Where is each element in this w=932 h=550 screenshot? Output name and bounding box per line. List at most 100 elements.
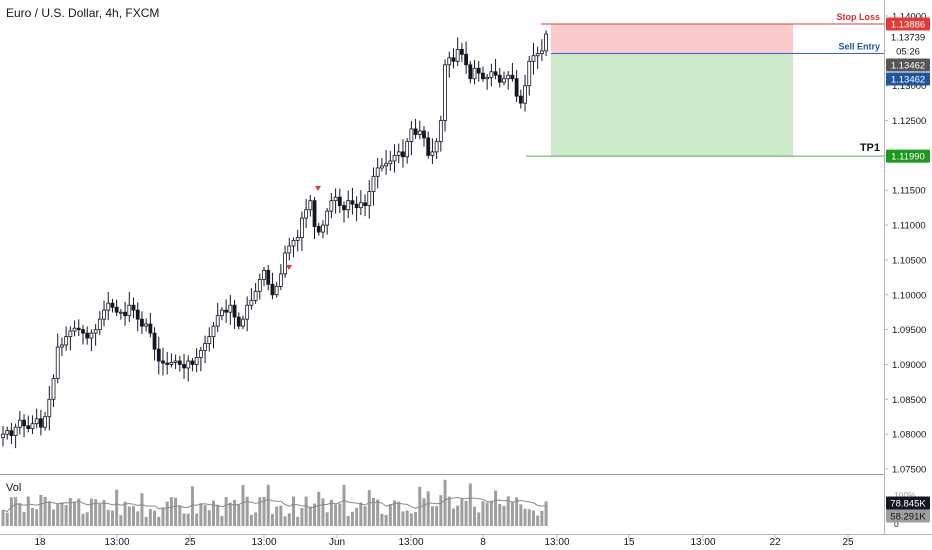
candle-down [224, 309, 229, 313]
time-tick-label: 13:00 [398, 537, 423, 548]
stop-loss-zone [551, 23, 793, 54]
volume-bar [460, 497, 464, 526]
volume-bar [60, 502, 64, 526]
time-tick-label: 13:00 [690, 537, 715, 548]
candle-down [236, 316, 241, 327]
volume-bar [35, 509, 39, 526]
volume-bar [451, 508, 455, 526]
candle-up [417, 130, 422, 135]
volume-bar [342, 484, 346, 526]
time-tick-label: 8 [480, 537, 486, 548]
candle-down [140, 318, 144, 327]
candle-down [514, 78, 519, 97]
volume-bar [329, 499, 333, 526]
candle-up [384, 163, 389, 167]
candle-up [17, 419, 22, 428]
candle-up [367, 191, 372, 206]
candle-up [455, 49, 460, 62]
volume-label: Vol [6, 482, 22, 494]
volume-bar [275, 506, 279, 526]
take-profit-zone [551, 53, 793, 157]
candle-up [295, 237, 300, 241]
volume-bar [89, 498, 93, 526]
candle-up [287, 245, 292, 254]
volume-bar [26, 496, 30, 526]
volume-bar [178, 505, 182, 526]
volume-bar [241, 485, 245, 526]
candle-up [396, 151, 401, 156]
volume-bar [56, 503, 60, 526]
candle-up [274, 286, 279, 296]
candle-down [148, 323, 153, 334]
volume-bar [334, 504, 338, 526]
volume-bar [123, 501, 127, 526]
candle-down [497, 74, 502, 83]
volume-bar [144, 516, 148, 526]
price-tick-label: 1.10000 [892, 290, 926, 301]
volume-badge: 78.845K [886, 496, 930, 510]
tp-price-badge-text: 1.11990 [891, 152, 925, 163]
volume-bar [325, 512, 329, 526]
volume-bar [321, 498, 325, 526]
candle-up [375, 167, 380, 177]
close-price-badge: 1.13462 [886, 58, 930, 72]
sell-entry-label: Sell Entry [838, 41, 880, 51]
price-tick-label: 1.07500 [892, 465, 926, 476]
candle-up [447, 57, 452, 66]
candle-down [401, 151, 405, 158]
candle-up [333, 196, 338, 202]
volume-bar [498, 503, 502, 526]
candle-down [451, 57, 456, 62]
volume-bar [338, 503, 342, 526]
volume-bar [47, 501, 51, 526]
volume-bar [77, 498, 81, 526]
volume-bar [435, 506, 439, 526]
volume-bar [355, 507, 359, 526]
volume-bar [174, 497, 178, 526]
volume-bar [468, 483, 472, 526]
volume-bar [536, 515, 540, 526]
volume-bar [523, 508, 527, 526]
volume-bar [447, 496, 451, 526]
volume-bar [9, 497, 13, 526]
candle-up [97, 318, 102, 331]
candle-down [342, 205, 346, 211]
candle-up [325, 210, 330, 226]
candle-up [544, 33, 548, 52]
volume-bar [544, 501, 548, 526]
volume-bar [14, 497, 18, 526]
candle-up [203, 343, 207, 351]
position-zones [551, 23, 793, 157]
volume-bar [464, 500, 468, 526]
candle-up [304, 209, 309, 219]
candle-down [177, 360, 182, 365]
candle-down [114, 306, 119, 313]
volume-bar [376, 499, 380, 526]
volume-bar [245, 496, 249, 526]
volume-bar [439, 495, 443, 526]
candle-down [161, 360, 165, 364]
time-tick-label: 18 [34, 537, 46, 548]
candle-up [1, 433, 5, 439]
price-tick-label: 1.14000 [892, 12, 926, 23]
candle-down [464, 53, 469, 66]
candle-up [228, 304, 233, 313]
volume-ma-badge-box [886, 509, 930, 523]
candle-up [194, 357, 199, 365]
volume-bar [510, 501, 514, 526]
volume-bar [195, 513, 199, 526]
candle-down [110, 302, 115, 308]
volume-bar [473, 506, 477, 526]
entry-price-badge: 1.13462 [886, 72, 930, 86]
candle-up [249, 299, 254, 306]
price-tick-label: 1.11500 [892, 186, 926, 197]
candle-down [190, 360, 195, 365]
candle-down [493, 71, 498, 76]
candle-down [468, 64, 473, 80]
entry-price-badge-box [886, 72, 930, 86]
candle-up [283, 252, 287, 275]
candle-up [346, 200, 351, 211]
candle-up [68, 330, 73, 337]
volume-bar [81, 513, 85, 526]
